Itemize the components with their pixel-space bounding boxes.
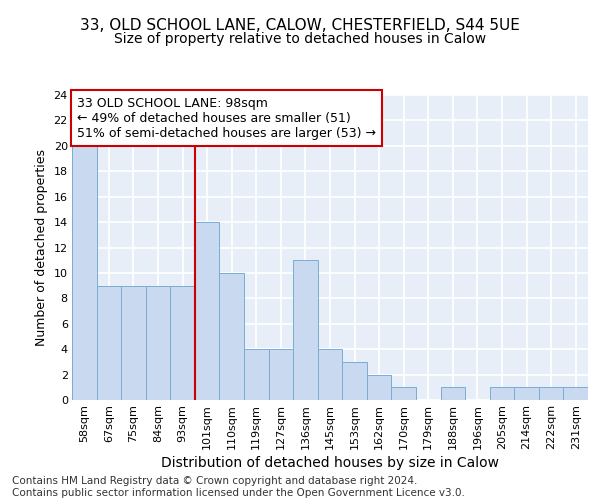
Bar <box>269 349 293 400</box>
Bar <box>195 222 220 400</box>
Bar <box>293 260 318 400</box>
Bar <box>121 286 146 400</box>
Bar <box>539 388 563 400</box>
Bar <box>170 286 195 400</box>
Bar <box>72 146 97 400</box>
Bar <box>367 374 391 400</box>
Text: Size of property relative to detached houses in Calow: Size of property relative to detached ho… <box>114 32 486 46</box>
Y-axis label: Number of detached properties: Number of detached properties <box>35 149 48 346</box>
Bar <box>342 362 367 400</box>
Text: 33, OLD SCHOOL LANE, CALOW, CHESTERFIELD, S44 5UE: 33, OLD SCHOOL LANE, CALOW, CHESTERFIELD… <box>80 18 520 32</box>
Bar <box>440 388 465 400</box>
Bar <box>318 349 342 400</box>
Text: Contains HM Land Registry data © Crown copyright and database right 2024.
Contai: Contains HM Land Registry data © Crown c… <box>12 476 465 498</box>
Text: 33 OLD SCHOOL LANE: 98sqm
← 49% of detached houses are smaller (51)
51% of semi-: 33 OLD SCHOOL LANE: 98sqm ← 49% of detac… <box>77 96 376 140</box>
Bar <box>97 286 121 400</box>
Bar <box>563 388 588 400</box>
Bar <box>490 388 514 400</box>
Bar <box>391 388 416 400</box>
X-axis label: Distribution of detached houses by size in Calow: Distribution of detached houses by size … <box>161 456 499 470</box>
Bar <box>514 388 539 400</box>
Bar <box>220 273 244 400</box>
Bar <box>244 349 269 400</box>
Bar <box>146 286 170 400</box>
